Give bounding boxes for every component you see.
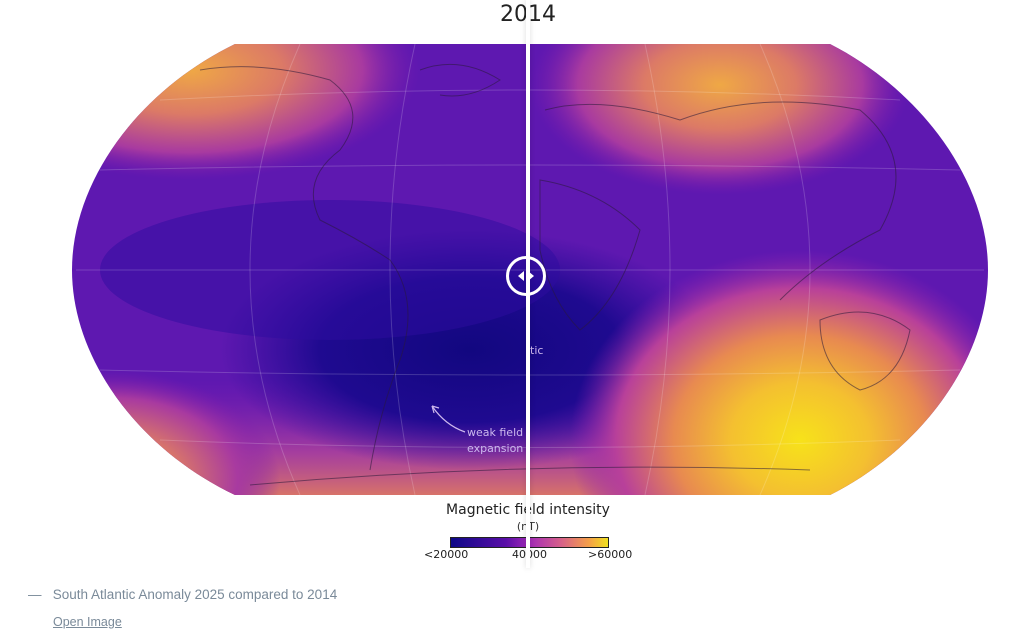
magnetic-field-map — [72, 44, 988, 495]
coastlines — [199, 63, 911, 486]
comparison-slider-handle[interactable] — [506, 256, 546, 296]
anomaly-label-fragment: tic — [530, 344, 544, 357]
legend-tick-min: <20000 — [424, 548, 469, 561]
strong-field-antarctica — [570, 250, 988, 495]
year-label: 2014 — [0, 2, 1024, 27]
caption-text: South Atlantic Anomaly 2025 compared to … — [52, 587, 338, 602]
arrow-left-icon — [518, 271, 524, 281]
legend-tick-max: >60000 — [588, 548, 633, 561]
legend-unit: (nT) — [0, 520, 1024, 533]
arrow-right-icon — [528, 271, 534, 281]
strong-field-siberia — [530, 44, 910, 195]
weak-field-label-line1: weak field — [467, 426, 524, 439]
weak-field-label-line2: expansion — [467, 442, 524, 455]
legend-title: Magnetic field intensity — [446, 502, 610, 518]
open-image-link[interactable]: Open Image — [53, 615, 122, 629]
image-caption: — South Atlantic Anomaly 2025 compared t… — [28, 587, 337, 602]
caption-dash: — — [28, 587, 42, 602]
